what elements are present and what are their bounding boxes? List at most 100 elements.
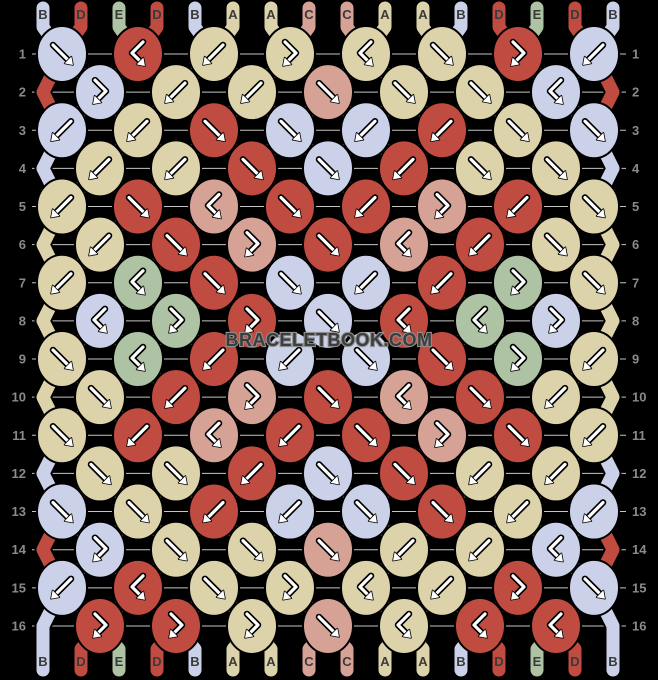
knot-circle bbox=[112, 25, 164, 83]
string-label-bottom: A bbox=[228, 654, 238, 669]
knot-arrow-head bbox=[329, 551, 340, 562]
knot-arrow-shaft bbox=[54, 195, 73, 215]
knot-r6-c7-fk bbox=[530, 215, 582, 274]
knot-arrow-head bbox=[329, 627, 340, 638]
knot-r11-c2-bk bbox=[112, 406, 164, 465]
knot-arrow-shaft bbox=[92, 307, 107, 330]
knot-arrow-head bbox=[481, 170, 492, 181]
knot-r8-c1-bfk bbox=[74, 291, 126, 350]
row-number-right: 6 bbox=[632, 237, 639, 252]
knot-arrow-head bbox=[329, 170, 340, 181]
knot-r4-c6-fk bbox=[454, 139, 506, 198]
knot-arrow-shaft bbox=[283, 40, 298, 63]
knot-arrow-head bbox=[519, 132, 530, 143]
knot-arrow-head bbox=[135, 361, 146, 372]
knot-arrow-head bbox=[101, 398, 112, 409]
string-label-bottom: A bbox=[380, 654, 390, 669]
knot-arrow-head bbox=[253, 170, 264, 181]
knot-arrow-head bbox=[139, 208, 150, 219]
knot-arrow-shaft bbox=[279, 272, 298, 291]
row-number-right: 7 bbox=[632, 275, 639, 290]
knot-circle bbox=[530, 596, 582, 655]
knot-r8-c2-fbk bbox=[150, 291, 202, 350]
knot-r13-c5-fk bbox=[340, 482, 392, 541]
knot-arrow-head bbox=[63, 437, 74, 448]
knot-arrow-shaft bbox=[434, 272, 453, 291]
knot-arrow-head bbox=[443, 513, 454, 524]
string-label-top: C bbox=[342, 7, 352, 22]
knot-circle bbox=[112, 558, 164, 617]
string-label-bottom: B bbox=[608, 654, 617, 669]
knot-arrow-head bbox=[506, 513, 517, 524]
string-label-top: E bbox=[115, 7, 124, 22]
knot-arrow-shaft bbox=[435, 192, 450, 216]
string-label-top: A bbox=[380, 7, 390, 22]
knot-r2-c1-fbk bbox=[74, 63, 126, 122]
knot-r12-c1-fk bbox=[74, 444, 126, 503]
knot-arrow-head bbox=[63, 55, 74, 66]
knot-arrow-shaft bbox=[89, 462, 108, 482]
knot-arrow-head bbox=[595, 284, 606, 295]
knot-r16-c2-fbk bbox=[150, 596, 202, 655]
knot-arrow-shaft bbox=[507, 424, 526, 443]
knot-r12-c6-bk bbox=[454, 444, 506, 503]
knot-arrow-head bbox=[329, 93, 340, 104]
knot-circle bbox=[530, 63, 582, 122]
string-label-top: A bbox=[228, 7, 238, 22]
knot-arrow-head bbox=[367, 513, 378, 524]
row-number-right: 14 bbox=[632, 542, 647, 557]
string-label-bottom: B bbox=[190, 654, 199, 669]
knot-arrow-shaft bbox=[434, 577, 453, 596]
knot-r15-c7-fbk bbox=[492, 558, 544, 617]
string-label-bottom: E bbox=[533, 654, 542, 669]
knot-arrow-head bbox=[401, 628, 412, 639]
knot-arrow-shaft bbox=[583, 272, 602, 291]
knot-arrow-shaft bbox=[127, 500, 146, 520]
knot-arrow-head bbox=[168, 323, 179, 334]
knot-r16-c1-fbk bbox=[74, 596, 126, 655]
knot-arrow-head bbox=[510, 361, 521, 372]
knot-arrow-head bbox=[88, 246, 99, 257]
knot-r4-c3-fk bbox=[226, 139, 278, 198]
knot-arrow-shaft bbox=[51, 43, 70, 62]
knot-arrow-head bbox=[405, 475, 416, 486]
knot-r10-c4-fk bbox=[302, 368, 354, 427]
knot-r12-c4-fk bbox=[302, 444, 354, 503]
knot-arrow-shaft bbox=[583, 577, 602, 596]
knot-arrow-head bbox=[244, 628, 255, 639]
knot-arrow-head bbox=[168, 628, 179, 639]
knot-arrow-shaft bbox=[511, 574, 526, 597]
knot-arrow-head bbox=[443, 55, 454, 66]
knot-r5-c7-bk bbox=[492, 177, 544, 236]
knot-arrow-shaft bbox=[548, 536, 563, 559]
knot-arrow-shaft bbox=[396, 231, 411, 254]
knot-r13-c6-fk bbox=[416, 482, 468, 541]
knot-arrow-shaft bbox=[130, 40, 145, 63]
knot-arrow-head bbox=[329, 322, 340, 333]
knot-arrow-shaft bbox=[241, 539, 260, 558]
knot-arrow-shaft bbox=[130, 269, 145, 292]
knot-circle bbox=[264, 558, 316, 617]
knot-arrow-shaft bbox=[507, 119, 526, 138]
knot-arrow-head bbox=[164, 398, 175, 409]
knot-arrow-head bbox=[164, 93, 175, 104]
knot-r16-c5-bfk bbox=[378, 596, 430, 655]
string-label-top: B bbox=[38, 7, 47, 22]
knot-arrow-head bbox=[92, 552, 103, 563]
knot-arrow-shaft bbox=[396, 539, 415, 558]
knot-r15-c5-bfk bbox=[340, 558, 392, 617]
knot-r1-c8-bk bbox=[568, 25, 620, 83]
knot-r2-c7-bfk bbox=[530, 63, 582, 122]
knot-circle bbox=[74, 63, 126, 122]
knot-arrow-shaft bbox=[130, 424, 149, 443]
knot-r16-c3-fbk bbox=[226, 596, 278, 655]
knot-arrow-head bbox=[215, 589, 226, 600]
row-number-left: 11 bbox=[12, 428, 26, 443]
knot-r4-c5-bk bbox=[378, 139, 430, 198]
knot-circle bbox=[226, 215, 278, 274]
knot-arrow-head bbox=[434, 438, 445, 449]
knot-arrow-head bbox=[553, 628, 564, 639]
knot-arrow-shaft bbox=[92, 157, 111, 176]
knot-arrow-head bbox=[253, 551, 264, 562]
